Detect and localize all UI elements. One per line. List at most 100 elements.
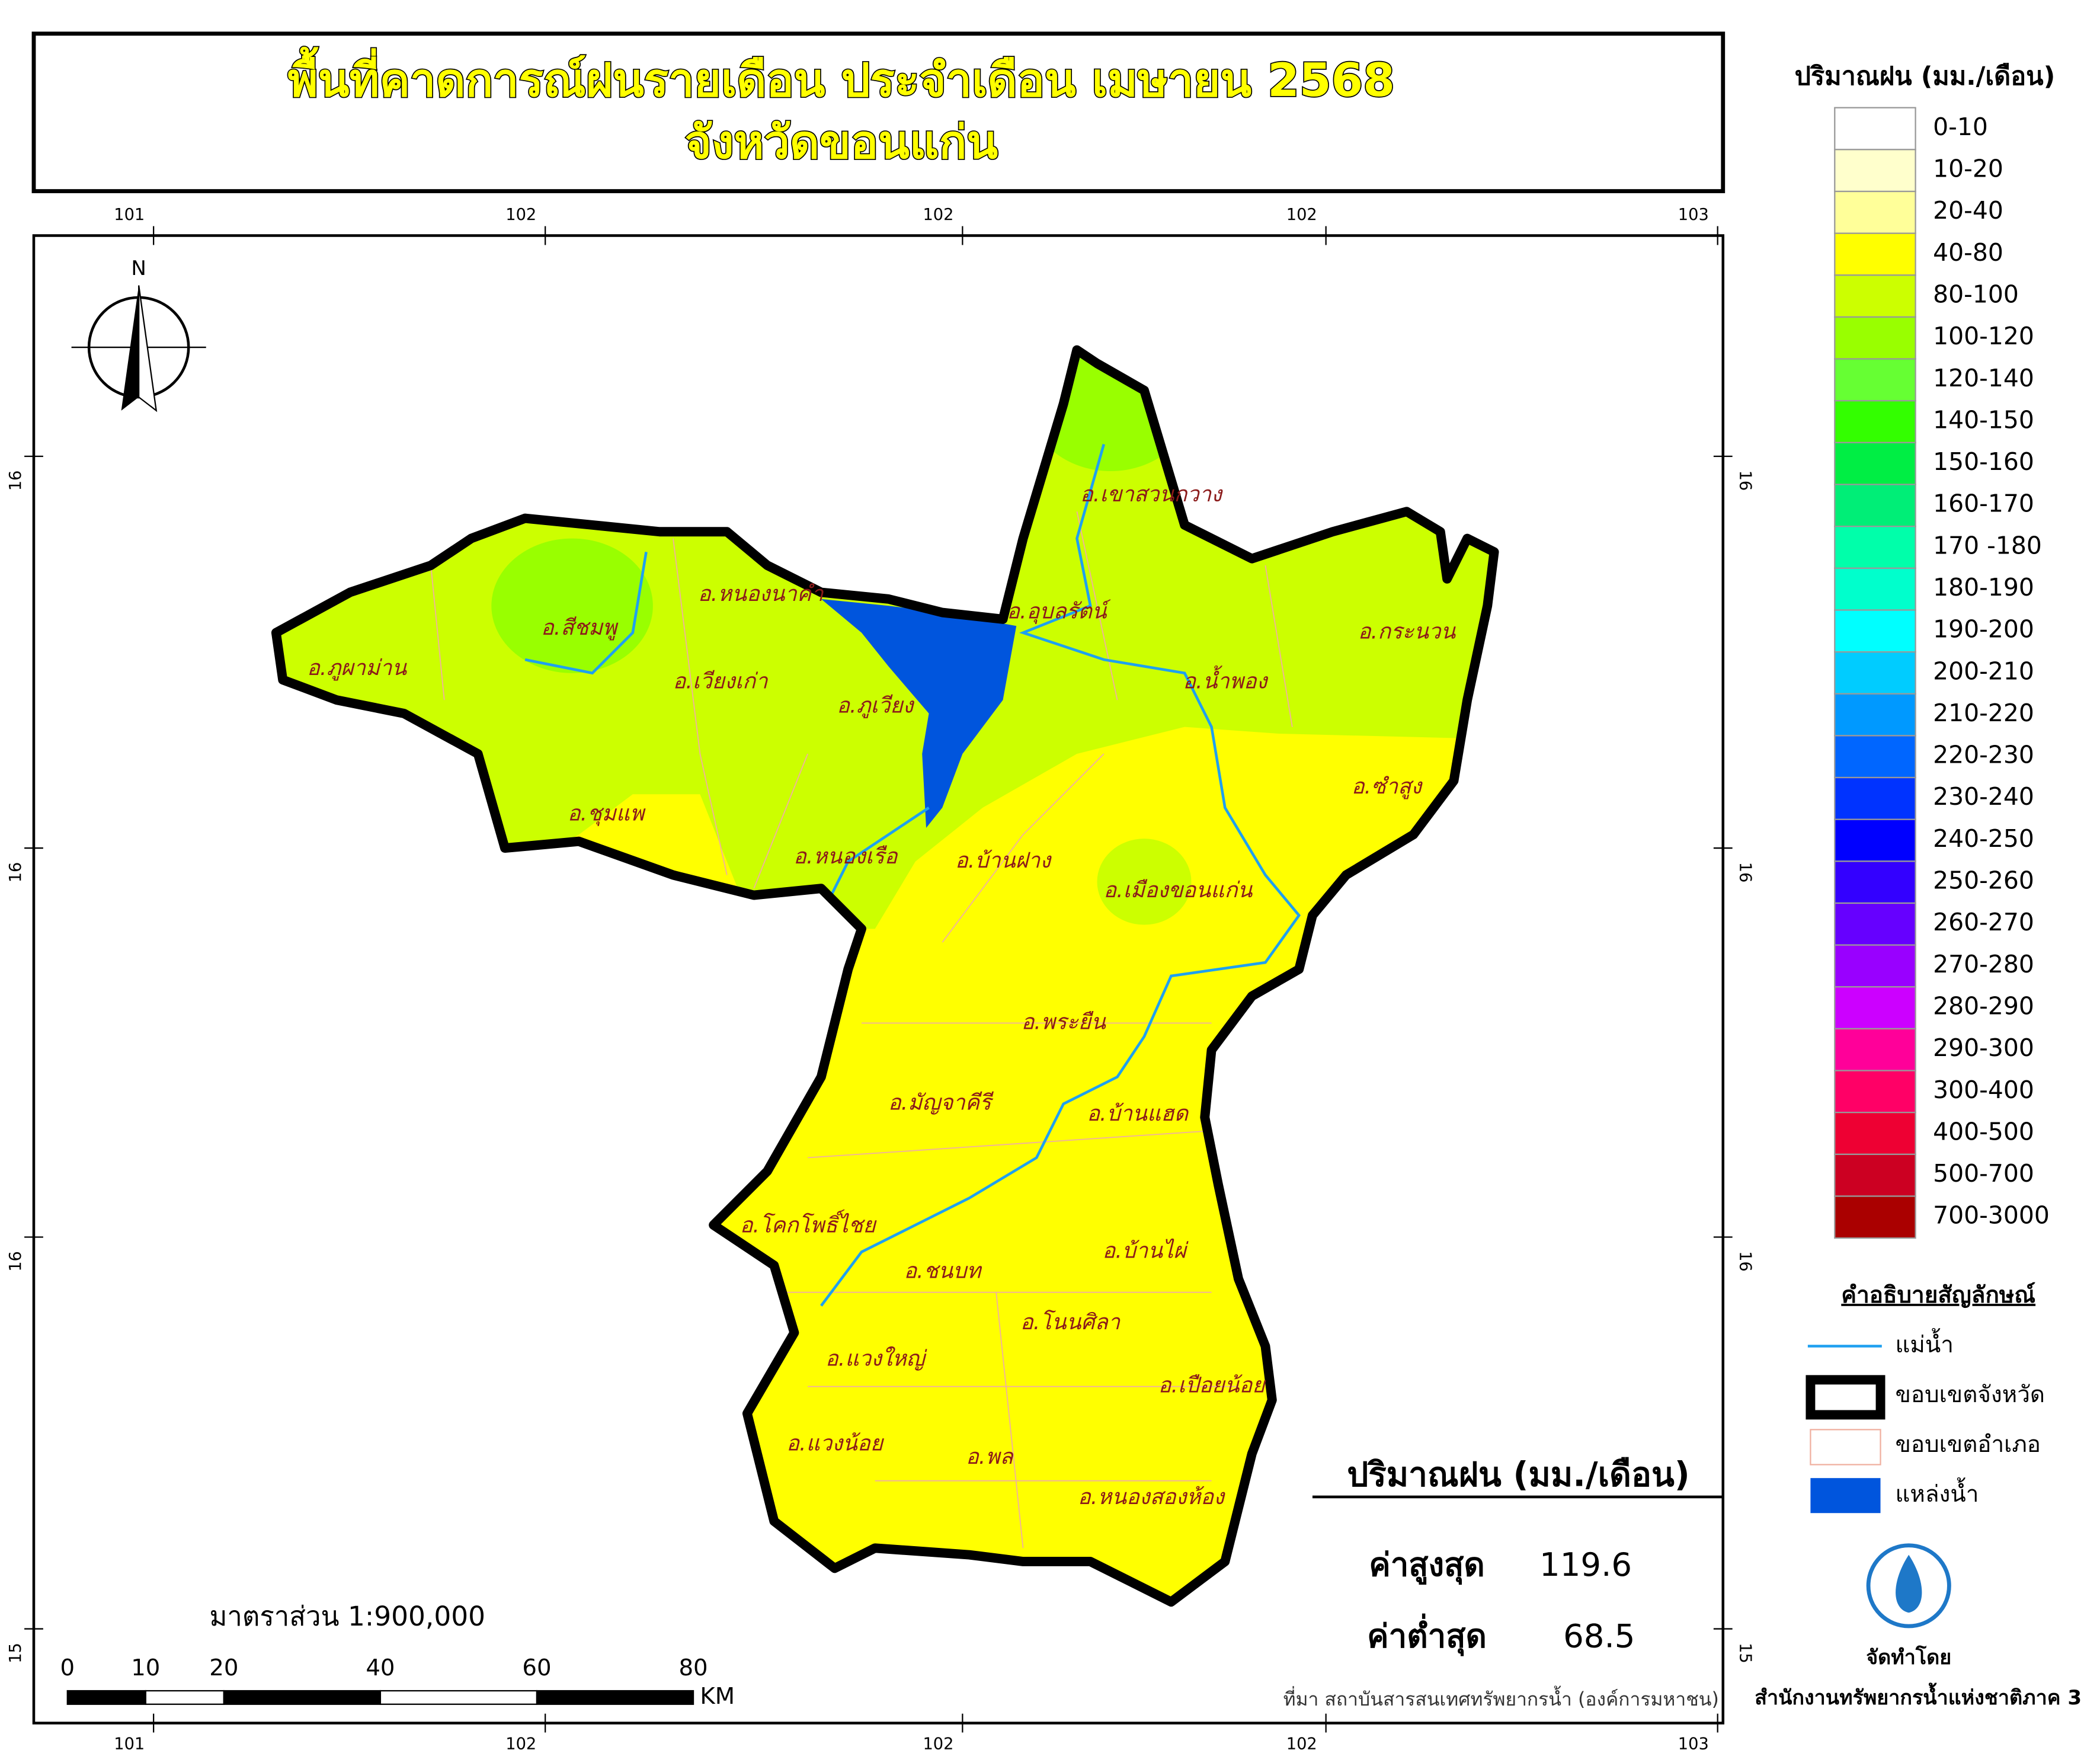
legend-swatch [1834, 651, 1916, 695]
legend-swatch [1834, 986, 1916, 1030]
legend-label: 140-150 [1933, 405, 2034, 434]
source: ที่มา สถาบันสารสนเทศทรัพยากรน้ำ (องค์การ… [1283, 1685, 1719, 1710]
logo-drop [1896, 1554, 1922, 1613]
legend-label: 200-210 [1933, 657, 2034, 685]
symbol-legend-title: คำอธิบายสัญลักษณ์ [1841, 1282, 2035, 1308]
legend-swatch [1834, 190, 1916, 234]
credit-org: สำนักงานทรัพยากรน้ำแห่งชาติภาค 3 [1755, 1682, 2082, 1710]
district-label: อ.เขาสวนกวาง [1080, 481, 1223, 507]
province-key [1806, 1375, 1885, 1420]
legend-label: 100-120 [1933, 322, 2034, 350]
stats-title: ปริมาณฝน (มม./เดือน) [1347, 1455, 1690, 1494]
stats-label: ค่าต่ำสุด [1367, 1614, 1487, 1657]
district-label: อ.ซำสูง [1352, 773, 1423, 799]
legend-label: 180-190 [1933, 573, 2034, 602]
reservoir [821, 599, 1017, 828]
symbol-label: แม่น้ำ [1896, 1328, 1954, 1358]
district-label: อ.กระนวน [1358, 619, 1456, 644]
grid-label: 16 [1736, 862, 1755, 883]
legend-label: 230-240 [1933, 782, 2034, 811]
credit-label: จัดทำโดย [1866, 1645, 1951, 1669]
district-label: อ.แวงใหญ่ [825, 1345, 928, 1371]
symbol-label: แหล่งน้ำ [1896, 1477, 1979, 1508]
scale-tick-label: 40 [366, 1655, 395, 1681]
legend-label: 210-220 [1933, 699, 2034, 727]
legend-label: 280-290 [1933, 991, 2034, 1020]
grid-label: 16 [7, 1251, 25, 1272]
scale-tick-label: 10 [131, 1655, 160, 1681]
district-label: อ.บ้านแฮด [1087, 1100, 1189, 1126]
title: จังหวัดขอนแก่น [685, 116, 998, 169]
district-label: อ.เมืองขอนแก่น [1103, 877, 1253, 903]
district-label: อ.สีชมพู [541, 615, 619, 641]
legend-swatch [1834, 567, 1916, 611]
district-label: อ.ภูผาม่าน [307, 655, 407, 681]
legend-swatch [1834, 1112, 1916, 1155]
grid-label: 102 [1286, 1735, 1317, 1750]
symbol-label: ขอบเขตอำเภอ [1896, 1431, 2041, 1458]
district-label: อ.ภูเวียง [837, 693, 914, 719]
district-label: อ.เวียงเก่า [673, 668, 769, 694]
grid-label: 102 [923, 206, 953, 224]
legend-swatch [1834, 1195, 1916, 1239]
scale-tick-label: 80 [678, 1655, 708, 1681]
scale-segment [145, 1690, 225, 1705]
legend-label: 160-170 [1933, 490, 2034, 518]
legend-label: 400-500 [1933, 1117, 2034, 1146]
legend-swatch [1834, 526, 1916, 569]
grid-label: 16 [1736, 1251, 1755, 1272]
symbol-legend-keys [1806, 1345, 1885, 1514]
scale-label: มาตราส่วน 1:900,000 [209, 1601, 485, 1632]
logo [1866, 1543, 1951, 1629]
district-label: อ.อุบลรัตน์ [1007, 599, 1111, 625]
legend-swatch [1834, 232, 1916, 276]
grid-label: 101 [114, 206, 145, 224]
scale-tick-label: 60 [522, 1655, 551, 1681]
legend-swatch [1834, 1153, 1916, 1197]
district-label: อ.แวงน้อย [786, 1430, 885, 1455]
symbol-label: ขอบเขตจังหวัด [1896, 1381, 2045, 1408]
legend-label: 240-250 [1933, 824, 2034, 853]
district-label: อ.หนองสองห้อง [1078, 1484, 1225, 1509]
district-label: อ.หนองนาคำ [698, 581, 824, 606]
legend-label: 270-280 [1933, 950, 2034, 978]
title: พื้นที่คาดการณ์ฝนรายเดือน ประจำเดือน เมษ… [288, 46, 1395, 107]
legend-label: 120-140 [1933, 364, 2034, 392]
grid-label: 101 [114, 1735, 145, 1750]
grid-label: 103 [1678, 1735, 1709, 1750]
legend-label: 80-100 [1933, 280, 2019, 309]
scale-segment [223, 1690, 382, 1705]
district-key [1810, 1429, 1881, 1466]
grid-label: 16 [7, 471, 25, 491]
district-label: อ.เปือยน้อย [1158, 1373, 1267, 1398]
water-key [1810, 1478, 1881, 1514]
legend-label: 0-10 [1933, 113, 1988, 141]
district-label: อ.บ้านฝาง [955, 847, 1052, 873]
legend-swatch [1834, 818, 1916, 862]
legend-swatch [1834, 1028, 1916, 1071]
legend-label: 290-300 [1933, 1034, 2034, 1062]
scale-segment [66, 1690, 146, 1705]
scale-segment [536, 1690, 694, 1705]
legend-label: 700-3000 [1933, 1201, 2050, 1230]
legend-label: 150-160 [1933, 447, 2034, 476]
district-label: อ.โนนศิลา [1020, 1309, 1121, 1335]
grid-label: 16 [7, 862, 25, 883]
legend-label: 260-270 [1933, 908, 2034, 936]
legend-swatch [1834, 107, 1916, 151]
district-label: อ.บ้านไผ่ [1102, 1238, 1189, 1263]
grid-label: 15 [7, 1643, 25, 1663]
legend-label: 250-260 [1933, 866, 2034, 895]
district-label: อ.หนองเรือ [793, 843, 899, 869]
north-label: N [131, 257, 146, 280]
legend-swatch [1834, 316, 1916, 360]
legend-swatch [1834, 944, 1916, 988]
legend-swatch [1834, 400, 1916, 444]
legend-label: 40-80 [1933, 238, 2003, 267]
legend-swatch [1834, 442, 1916, 485]
legend-swatch [1834, 149, 1916, 193]
legend-label: 220-230 [1933, 741, 2034, 769]
title-box [31, 31, 1726, 193]
grid-label: 102 [1286, 206, 1317, 224]
